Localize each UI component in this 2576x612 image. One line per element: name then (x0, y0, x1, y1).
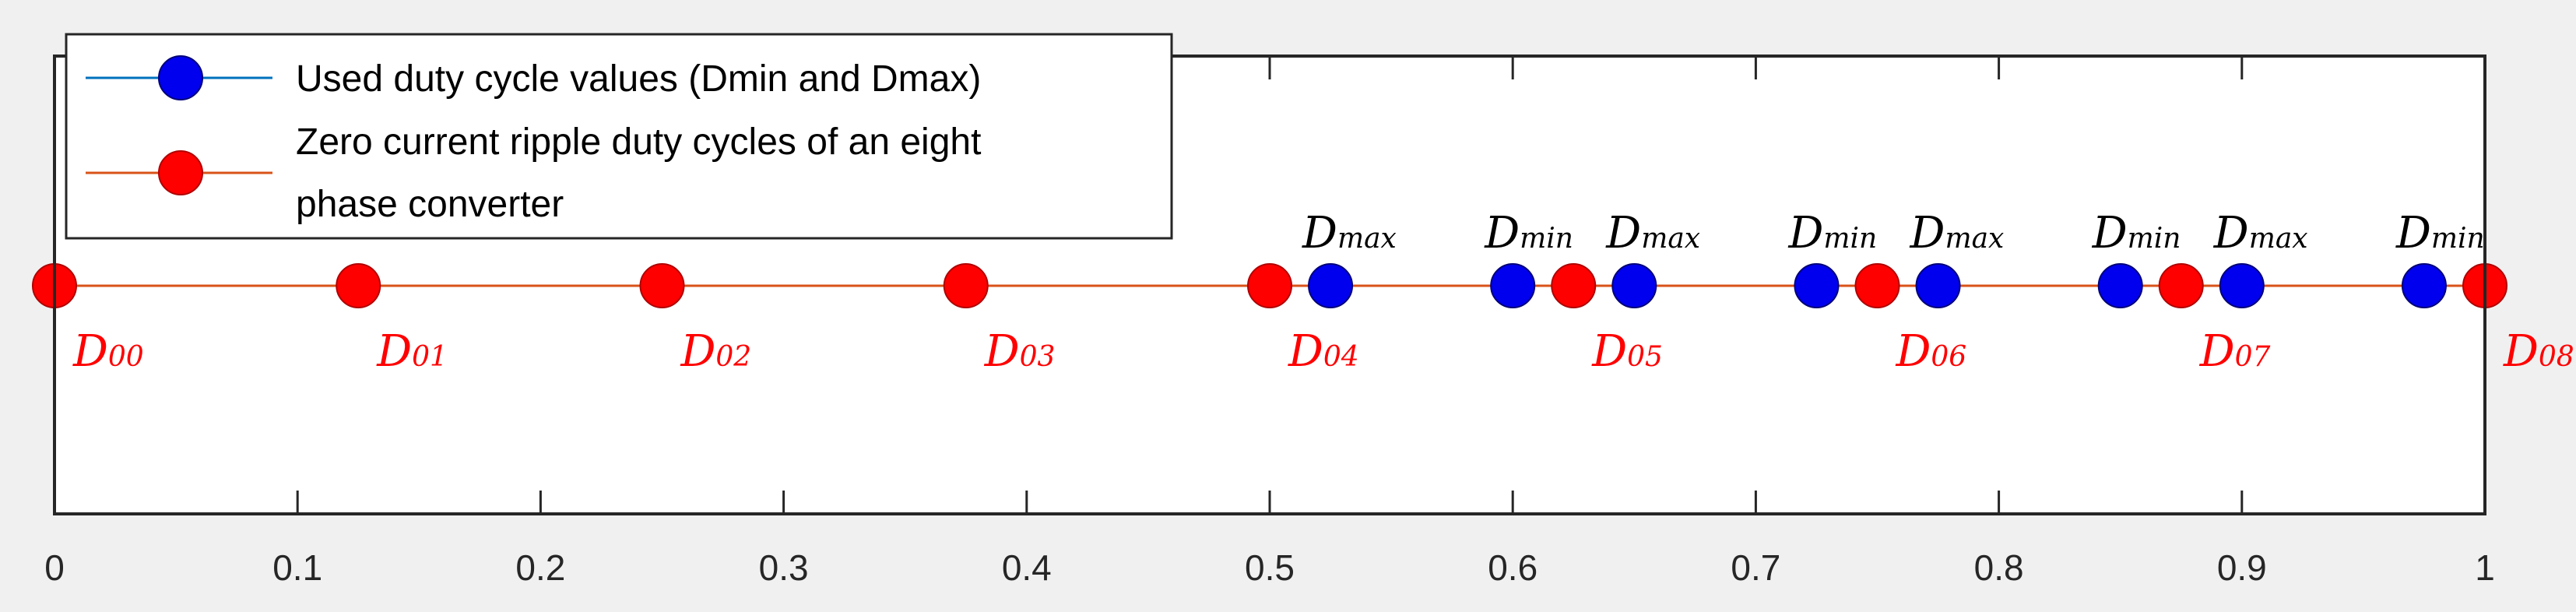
zero-ripple-label: D05 (1591, 326, 1663, 377)
zero-ripple-point (1551, 263, 1597, 308)
x-tick-label: 0.2 (515, 547, 565, 588)
legend-red-marker (158, 150, 203, 195)
zero-ripple-point (2158, 263, 2204, 308)
x-axis-tick-labels: 0 0.1 0.2 0.3 0.4 0.5 0.6 0.7 0.8 0.9 1 (44, 547, 2495, 588)
zero-ripple-point (336, 263, 381, 308)
zero-ripple-label: D00 (72, 326, 144, 377)
zero-ripple-label: D01 (376, 326, 448, 377)
zero-ripple-point (1247, 263, 1292, 308)
used-duty-point (1611, 263, 1657, 308)
x-tick-label: 0.3 (759, 547, 809, 588)
x-tick-label: 0.7 (1731, 547, 1780, 588)
axes-box (53, 55, 2486, 515)
zero-ripple-label: D07 (2199, 326, 2271, 377)
legend-red-label: Zero current ripple duty cycles of an ei… (296, 121, 981, 163)
zero-ripple-point (1854, 263, 1900, 308)
x-tick-label: 0.4 (1002, 547, 1052, 588)
zero-ripple-point (943, 263, 989, 308)
legend-blue-label: Used duty cycle values (Dmin and Dmax) (296, 58, 981, 100)
used-duty-point (1915, 263, 1961, 308)
used-duty-point (1490, 263, 1536, 308)
zero-ripple-points (32, 263, 2507, 308)
used-duty-point (1308, 263, 1354, 308)
used-duty-points (1308, 263, 2447, 308)
zero-ripple-point (639, 263, 685, 308)
legend-red-label: phase converter (296, 184, 564, 225)
x-tick-label: 0.9 (2217, 547, 2267, 588)
x-tick-label: 0.6 (1488, 547, 1538, 588)
legend-box (65, 33, 1173, 240)
legend-blue-marker (158, 55, 203, 100)
used-duty-point (1794, 263, 1840, 308)
used-duty-point (2401, 263, 2447, 308)
x-tick-label: 0.1 (272, 547, 322, 588)
x-tick-label: 0.8 (1974, 547, 2024, 588)
legend: Used duty cycle values (Dmin and Dmax) Ze… (65, 33, 1173, 240)
zero-ripple-annotations: D00 D01 D02 D03 D04 D05 D06 D07 D08 (72, 326, 2574, 377)
used-duty-point (2219, 263, 2265, 308)
dmin-dmax-annotations: Dmax Dmin Dmax Dmin Dmax Dmin Dmax Dmin (1302, 208, 2485, 259)
x-tick-label: 1 (2475, 547, 2495, 588)
x-tick-label: 0.5 (1245, 547, 1295, 588)
zero-ripple-label: D08 (2503, 326, 2574, 377)
used-duty-point (2097, 263, 2143, 308)
x-tick-label: 0 (44, 547, 65, 588)
